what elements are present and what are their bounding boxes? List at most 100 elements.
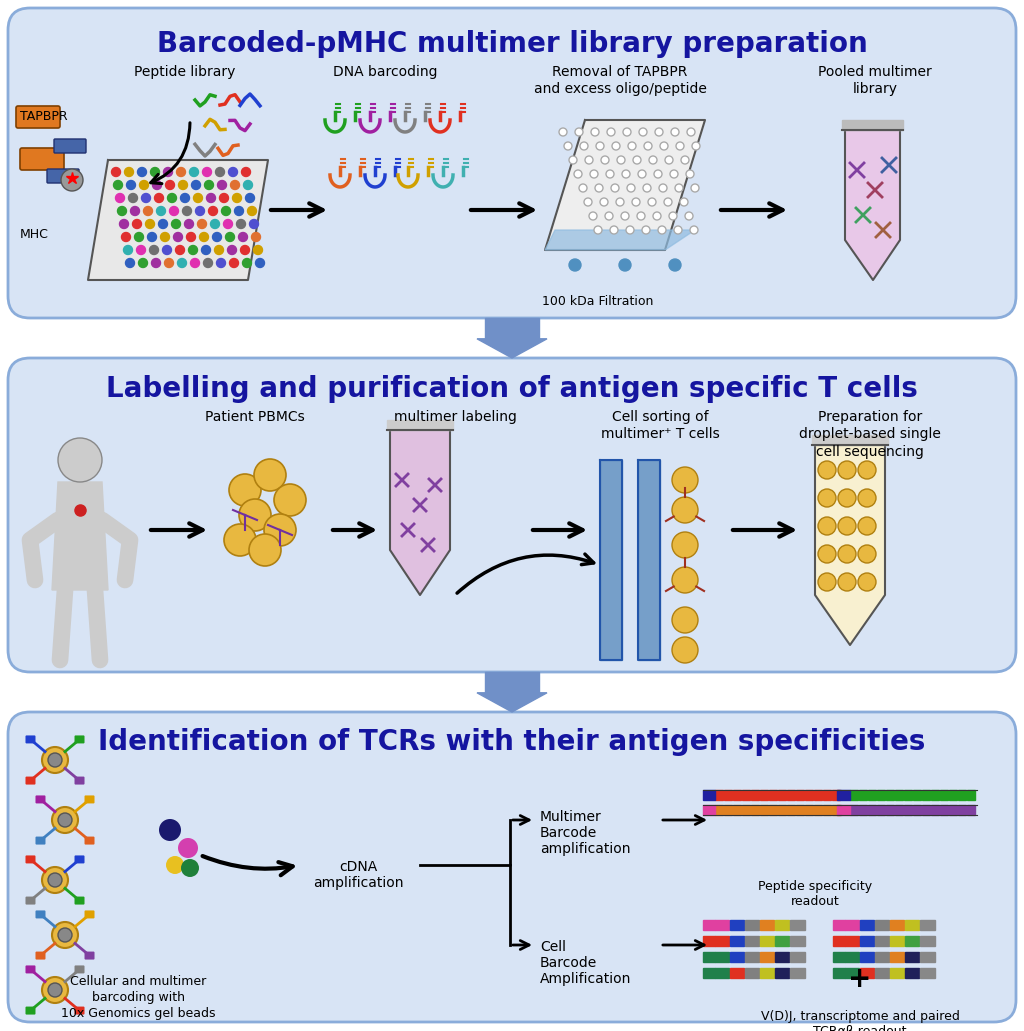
Polygon shape [724,805,732,814]
Circle shape [120,220,128,229]
Circle shape [686,170,694,178]
Polygon shape [874,920,889,930]
Polygon shape [922,805,930,814]
Circle shape [671,128,679,136]
Polygon shape [477,693,547,712]
Polygon shape [796,790,804,800]
Polygon shape [814,805,822,814]
Polygon shape [703,936,715,946]
Polygon shape [874,968,889,978]
Circle shape [161,233,170,241]
Polygon shape [796,805,804,814]
Circle shape [858,489,876,507]
Polygon shape [730,952,744,962]
Circle shape [691,184,699,192]
Polygon shape [845,936,859,946]
Polygon shape [724,790,732,800]
Polygon shape [904,790,912,800]
Circle shape [649,156,657,164]
FancyBboxPatch shape [8,358,1016,672]
Circle shape [178,838,198,858]
FancyBboxPatch shape [26,1006,36,1015]
FancyBboxPatch shape [85,952,94,960]
Polygon shape [790,968,805,978]
Circle shape [590,170,598,178]
Polygon shape [890,920,904,930]
Polygon shape [967,805,975,814]
Polygon shape [833,968,845,978]
Polygon shape [742,790,750,800]
Circle shape [569,259,581,271]
Circle shape [675,184,683,192]
Polygon shape [905,952,919,962]
FancyBboxPatch shape [26,965,36,973]
FancyBboxPatch shape [36,796,45,803]
Polygon shape [751,790,759,800]
Circle shape [618,259,631,271]
Circle shape [606,170,614,178]
Polygon shape [886,790,894,800]
Circle shape [124,245,132,255]
Circle shape [232,194,242,202]
Circle shape [189,167,199,176]
Circle shape [203,167,212,176]
Polygon shape [775,936,790,946]
Circle shape [166,856,184,874]
Circle shape [204,259,213,267]
Polygon shape [845,130,900,280]
Circle shape [672,607,698,633]
Circle shape [137,167,146,176]
Circle shape [655,128,663,136]
Circle shape [574,170,582,178]
FancyBboxPatch shape [47,169,79,182]
Circle shape [564,142,572,149]
Polygon shape [730,936,744,946]
Circle shape [61,169,83,191]
Circle shape [600,198,608,206]
Circle shape [242,167,251,176]
Polygon shape [874,936,889,946]
Polygon shape [845,968,859,978]
Circle shape [239,499,271,531]
Polygon shape [742,805,750,814]
FancyBboxPatch shape [75,856,85,863]
Polygon shape [545,230,695,250]
Polygon shape [815,445,885,645]
Circle shape [48,983,62,997]
Polygon shape [769,805,777,814]
Circle shape [52,807,78,833]
Text: MHC: MHC [20,228,49,241]
Circle shape [626,226,634,234]
Circle shape [653,212,662,220]
Polygon shape [890,952,904,962]
Circle shape [680,198,688,206]
Circle shape [607,128,615,136]
Circle shape [190,259,200,267]
Polygon shape [931,790,939,800]
Circle shape [209,206,217,215]
FancyBboxPatch shape [85,796,94,803]
Polygon shape [833,936,845,946]
Text: multimer labeling: multimer labeling [393,410,516,424]
Circle shape [575,128,583,136]
Polygon shape [868,805,876,814]
Circle shape [595,184,603,192]
Polygon shape [877,790,885,800]
Circle shape [202,245,211,255]
Circle shape [818,489,836,507]
Circle shape [176,167,185,176]
Circle shape [215,167,224,176]
Circle shape [58,928,72,942]
Circle shape [669,259,681,271]
Polygon shape [485,318,539,339]
Circle shape [188,245,198,255]
Circle shape [612,142,620,149]
Polygon shape [967,790,975,800]
Circle shape [145,220,155,229]
Circle shape [633,156,641,164]
Polygon shape [703,790,715,800]
Polygon shape [850,790,858,800]
FancyBboxPatch shape [85,910,94,919]
Circle shape [52,922,78,947]
Circle shape [165,259,173,267]
